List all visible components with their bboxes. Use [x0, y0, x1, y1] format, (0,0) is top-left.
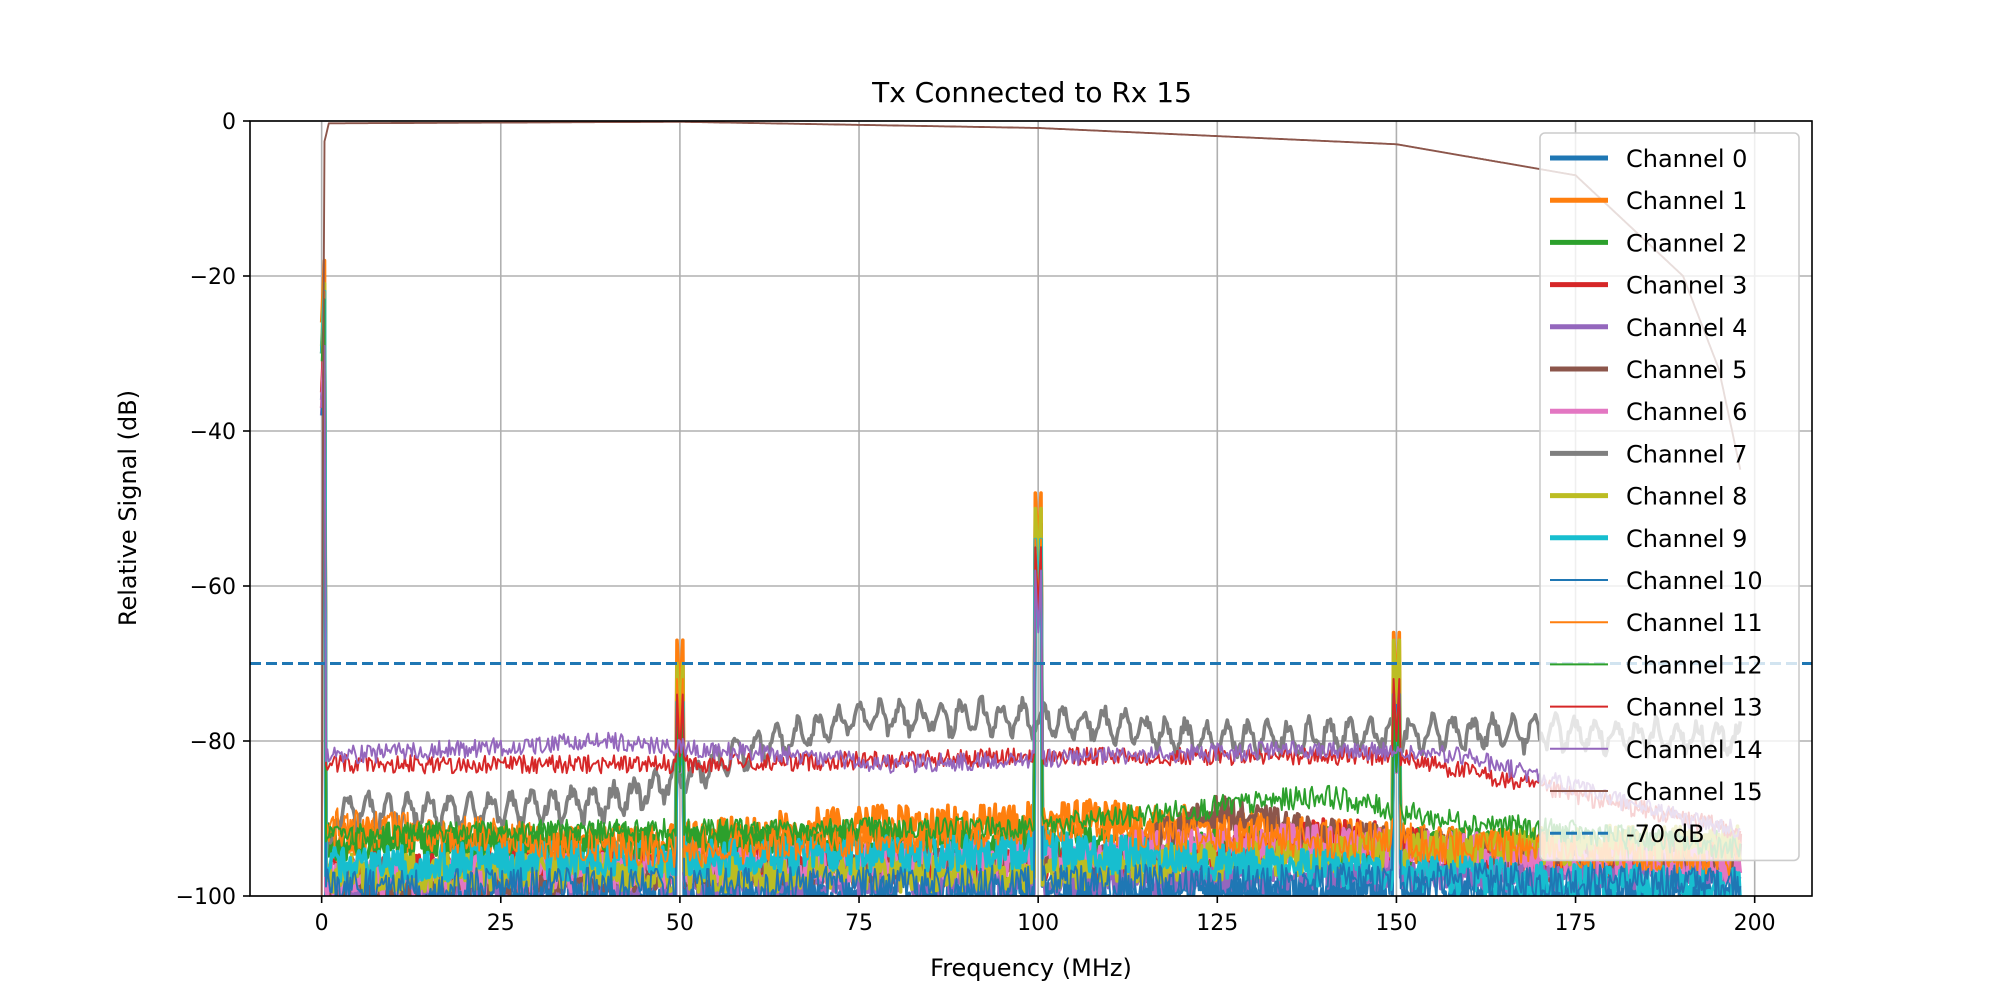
- series-line-12: [320, 298, 1742, 859]
- y-tick-label: −20: [190, 265, 236, 290]
- legend-label: Channel 8: [1626, 483, 1747, 511]
- series-line-15: [320, 121, 1742, 896]
- legend-label: Channel 12: [1626, 651, 1763, 679]
- series-line-11: [320, 290, 1742, 876]
- chart-title: Tx Connected to Rx 15: [871, 76, 1192, 109]
- y-tick-label: −100: [176, 885, 236, 910]
- legend-label: Channel 10: [1626, 567, 1763, 595]
- x-tick-label: 75: [845, 911, 873, 936]
- legend-box: [1539, 132, 1800, 862]
- legend-label: Channel 11: [1626, 609, 1763, 637]
- legend-label: Channel 15: [1626, 778, 1763, 806]
- legend-label: Channel 1: [1626, 187, 1747, 215]
- legend-label: Channel 3: [1626, 272, 1747, 300]
- legend-label: Channel 9: [1626, 525, 1747, 553]
- legend-label: Channel 7: [1626, 440, 1747, 468]
- x-tick-label: 50: [666, 911, 694, 936]
- series-line-14: [320, 344, 1741, 839]
- legend-label: Channel 2: [1626, 229, 1747, 257]
- legend-label: Channel 4: [1626, 314, 1747, 342]
- x-tick-label: 125: [1196, 911, 1238, 936]
- x-tick-label: 0: [315, 911, 329, 936]
- series-line-7: [319, 289, 1743, 859]
- x-tick-label: 150: [1375, 911, 1417, 936]
- axis-ticks: 0 25 50 75 100 125 150 175 200 0 −20 −40 −60 −80 −100: [176, 110, 1776, 936]
- legend-label: Channel 6: [1626, 398, 1747, 426]
- legend: Channel 0 Channel 1 Channel 2 Channel 3 Chan…: [1539, 132, 1800, 862]
- y-tick-label: −80: [190, 730, 236, 755]
- x-tick-label: 175: [1555, 911, 1597, 936]
- x-tick-label: 200: [1734, 911, 1776, 936]
- y-axis-label: Relative Signal (dB): [114, 390, 142, 626]
- y-tick-label: −40: [190, 420, 236, 445]
- legend-label: Channel 14: [1626, 736, 1763, 764]
- legend-label: Channel 13: [1626, 694, 1763, 722]
- plot-frame: [249, 120, 1813, 897]
- x-tick-label: 100: [1017, 911, 1059, 936]
- y-tick-label: −60: [190, 575, 236, 600]
- series-group: [319, 121, 1743, 896]
- x-tick-label: 25: [487, 911, 515, 936]
- legend-label: Channel 0: [1626, 145, 1747, 173]
- x-axis-label: Frequency (MHz): [930, 954, 1132, 982]
- legend-label: -70 dB: [1626, 820, 1705, 848]
- y-tick-label: 0: [222, 110, 236, 135]
- legend-label: Channel 5: [1626, 356, 1747, 384]
